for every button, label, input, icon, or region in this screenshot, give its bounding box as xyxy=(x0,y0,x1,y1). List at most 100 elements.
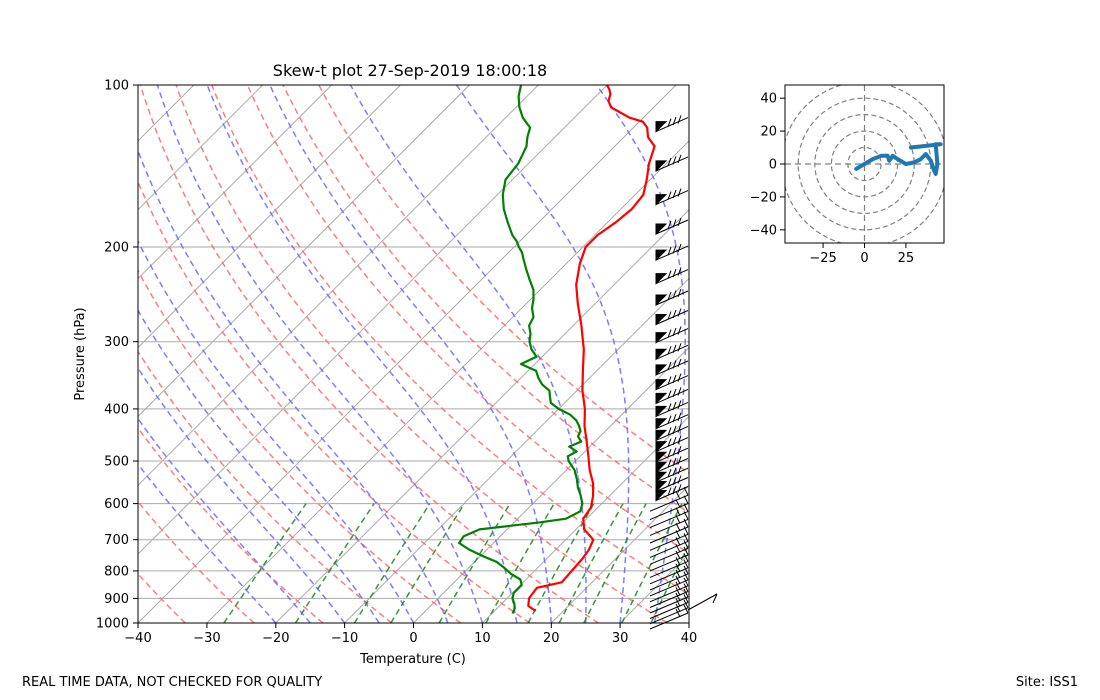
dry-adiabat xyxy=(138,572,186,623)
hodograph-y-tick-label: 20 xyxy=(760,125,777,140)
dry-adiabat xyxy=(282,85,689,514)
skewt-ylabel: Pressure (hPa) xyxy=(73,307,88,400)
hodograph-x-tick-label: 25 xyxy=(898,251,915,266)
dewpoint-profile xyxy=(458,85,584,614)
dry-adiabat xyxy=(138,269,462,623)
mixing-ratio-line xyxy=(294,503,375,623)
dry-adiabat xyxy=(318,85,689,475)
isotherm-line xyxy=(138,85,608,555)
y-tick-label: 1000 xyxy=(96,617,129,632)
hodograph-trace xyxy=(854,142,943,176)
wind-barb xyxy=(655,466,689,484)
y-tick-label: 400 xyxy=(104,402,129,417)
hodograph-y-tick-label: −40 xyxy=(750,223,777,238)
isotherm-line xyxy=(413,346,689,623)
wind-barb xyxy=(655,308,689,326)
y-tick-label: 600 xyxy=(104,497,129,512)
isotherm-line xyxy=(206,140,689,623)
quality-disclaimer: REAL TIME DATA, NOT CHECKED FOR QUALITY xyxy=(22,675,322,690)
y-tick-label: 900 xyxy=(104,592,129,607)
wind-barb xyxy=(655,456,689,474)
isotherm-line xyxy=(138,85,332,280)
isotherm-line xyxy=(138,85,401,349)
wind-barb xyxy=(655,217,689,236)
wind-barb xyxy=(655,288,689,307)
wind-barb xyxy=(655,446,689,464)
wind-barb xyxy=(655,435,689,453)
wind-barb xyxy=(649,546,689,572)
x-tick-label: −40 xyxy=(124,631,151,646)
isotherm-line xyxy=(275,209,689,623)
y-tick-label: 200 xyxy=(104,241,129,256)
wind-barb xyxy=(655,400,689,418)
x-tick-label: 40 xyxy=(681,631,698,646)
hodograph-y-tick-label: 40 xyxy=(760,92,777,107)
moist-adiabat xyxy=(138,148,449,623)
moist-adiabat xyxy=(269,85,553,623)
wind-barb xyxy=(655,412,689,430)
wind-barb xyxy=(649,553,689,578)
wind-barb xyxy=(655,326,689,344)
mixing-ratio-line xyxy=(583,503,647,623)
x-tick-label: −20 xyxy=(262,631,289,646)
wind-barb xyxy=(655,343,689,361)
moist-adiabat xyxy=(349,85,587,623)
moist-adiabat xyxy=(138,462,277,623)
wind-barb xyxy=(649,486,689,512)
dry-adiabat xyxy=(138,500,255,623)
x-tick-label: 20 xyxy=(543,631,560,646)
wind-barb xyxy=(655,243,689,262)
skewt-x-ticks: −40 −30 −20 −10 0 10 20 30 40 xyxy=(124,623,697,646)
wind-barbs xyxy=(649,115,718,630)
mixing-ratio-line xyxy=(558,503,624,623)
wind-barb xyxy=(655,188,689,206)
hodograph-y-tick-label: 0 xyxy=(769,158,777,173)
isotherm-line xyxy=(550,484,689,623)
y-tick-label: 300 xyxy=(104,335,129,350)
y-tick-label: 800 xyxy=(104,564,129,579)
hodograph-ticks: −25 0 25 −40 −20 0 20 40 xyxy=(750,92,915,266)
wind-barb xyxy=(649,588,689,614)
x-tick-label: −10 xyxy=(331,631,358,646)
mixing-ratio-line xyxy=(390,503,466,623)
dry-adiabat xyxy=(246,85,689,555)
wind-barb xyxy=(649,571,689,597)
moist-adiabat xyxy=(138,417,311,623)
y-tick-label: 700 xyxy=(104,533,129,548)
dry-adiabat xyxy=(139,85,599,623)
wind-barb xyxy=(649,604,689,630)
dry-adiabat xyxy=(175,85,668,623)
isotherm-line xyxy=(688,622,689,623)
hodograph-panel: −25 0 25 −40 −20 0 20 40 xyxy=(750,84,945,266)
isotherm-line xyxy=(138,85,539,487)
skewt-y-ticks: 1000 900 800 700 600 500 400 300 200 100 xyxy=(96,79,138,632)
isotherm-line xyxy=(138,85,264,211)
moist-adiabat xyxy=(138,366,346,623)
temperature-profile xyxy=(527,85,656,612)
x-tick-label: 10 xyxy=(474,631,491,646)
site-label: Site: ISS1 xyxy=(1016,675,1078,690)
skewt-axes-frame xyxy=(137,84,690,624)
wind-barb xyxy=(649,565,689,591)
wind-barb xyxy=(649,594,689,619)
dry-adiabat xyxy=(138,426,324,623)
isotherm-line xyxy=(482,415,689,623)
y-tick-label: 100 xyxy=(104,79,129,94)
mixing-ratio-line xyxy=(223,503,307,623)
moist-adiabat xyxy=(455,85,630,623)
hodograph-x-tick-label: 0 xyxy=(860,251,868,266)
wind-barb xyxy=(655,267,689,285)
wind-barb xyxy=(655,475,689,493)
skewt-title: Skew-t plot 27-Sep-2019 18:00:18 xyxy=(273,61,547,80)
moist-adiabat xyxy=(156,85,484,623)
wind-barb xyxy=(655,373,689,391)
dry-adiabat xyxy=(211,85,689,596)
wind-barb xyxy=(655,154,689,173)
wind-barb xyxy=(655,115,689,133)
mixing-ratio-line xyxy=(621,503,683,623)
skewt-panel: Skew-t plot 27-Sep-2019 18:00:18 −40 −30 −… xyxy=(73,61,718,667)
wind-barb xyxy=(687,593,718,611)
isotherm-line xyxy=(344,277,689,623)
x-tick-label: −30 xyxy=(193,631,220,646)
